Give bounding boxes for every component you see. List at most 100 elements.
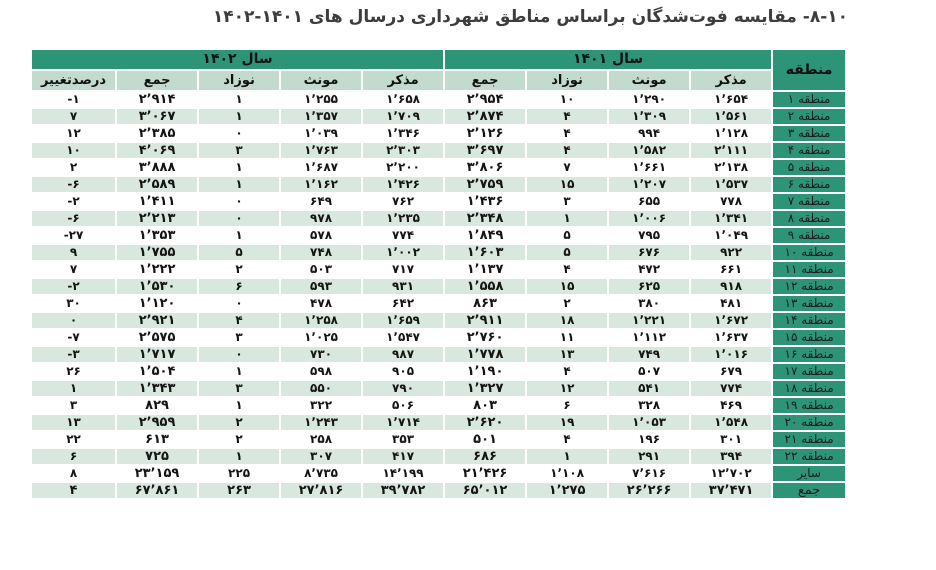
cell-y1401-male: ۱٬۶۳۷ bbox=[689, 328, 774, 347]
cell-y1402-newborn: ۳ bbox=[197, 379, 282, 398]
cell-pct_change: ۷ bbox=[29, 107, 118, 126]
cell-y1402-male: ۱٬۳۴۶ bbox=[361, 124, 446, 143]
cell-y1401-male: ۹۲۲ bbox=[689, 243, 774, 262]
table-row: منطقه ۶ ۱٬۵۳۷ ۱٬۲۰۷ ۱۵ ۲٬۷۵۹ ۱٬۴۲۶ ۱٬۱۶۲ ۱ ۲٬۵۸۹… bbox=[29, 175, 848, 194]
cell-y1402-male: ۱٬۴۲۶ bbox=[361, 175, 446, 194]
region-label: منطقه ۱ bbox=[771, 90, 848, 109]
table-row: منطقه ۱۷ ۶۷۹ ۵۰۷ ۴ ۱٬۱۹۰ ۹۰۵ ۵۹۸ ۱ ۱٬۵۰۴ ۲۶ bbox=[29, 362, 848, 381]
cell-y1401-total: ۲٬۹۵۴ bbox=[443, 90, 528, 109]
cell-y1402-newborn: ۱ bbox=[197, 226, 282, 245]
cell-y1401-total: ۱٬۳۲۷ bbox=[443, 379, 528, 398]
cell-y1402-newborn: ۶ bbox=[197, 277, 282, 296]
cell-y1402-total: ۱٬۱۲۰ bbox=[115, 294, 200, 313]
cell-pct_change: ۷ bbox=[29, 260, 118, 279]
cell-y1402-newborn: ۰ bbox=[197, 124, 282, 143]
cell-y1401-newborn: ۱۸ bbox=[525, 311, 610, 330]
table-row: منطقه ۷ ۷۷۸ ۶۵۵ ۳ ۱٬۴۳۶ ۷۶۲ ۶۴۹ ۰ ۱٬۴۱۱ -۲ bbox=[29, 192, 848, 211]
cell-y1401-total: ۱٬۶۰۳ bbox=[443, 243, 528, 262]
cell-y1402-male: ۴۱۷ bbox=[361, 447, 446, 466]
cell-y1401-newborn: ۴ bbox=[525, 107, 610, 126]
cell-y1402-total: ۸۲۹ bbox=[115, 396, 200, 415]
table-row: منطقه ۲۰ ۱٬۵۴۸ ۱٬۰۵۳ ۱۹ ۲٬۶۲۰ ۱٬۷۱۴ ۱٬۲۴۳ ۲ ۲٬۹۵… bbox=[29, 413, 848, 432]
cell-pct_change: ۹ bbox=[29, 243, 118, 262]
cell-y1401-female: ۱٬۰۵۳ bbox=[607, 413, 692, 432]
cell-y1402-newborn: ۳ bbox=[197, 141, 282, 160]
cell-y1401-total: ۲٬۸۷۴ bbox=[443, 107, 528, 126]
region-label: منطقه ۱۸ bbox=[771, 379, 848, 398]
cell-y1402-male: ۵۰۶ bbox=[361, 396, 446, 415]
cell-y1401-male: ۱۲٬۷۰۲ bbox=[689, 464, 774, 483]
region-label: منطقه ۱۰ bbox=[771, 243, 848, 262]
cell-y1402-female: ۱٬۶۸۷ bbox=[279, 158, 364, 177]
cell-y1401-total: ۱٬۸۴۹ bbox=[443, 226, 528, 245]
cell-y1402-total: ۲٬۹۲۱ bbox=[115, 311, 200, 330]
region-label: منطقه ۲۱ bbox=[771, 430, 848, 449]
cell-y1402-total: ۲٬۹۵۹ bbox=[115, 413, 200, 432]
cell-y1401-female: ۶۲۵ bbox=[607, 277, 692, 296]
cell-y1401-female: ۱٬۳۰۹ bbox=[607, 107, 692, 126]
cell-y1401-female: ۱٬۶۶۱ bbox=[607, 158, 692, 177]
cell-y1401-male: ۲٬۱۳۸ bbox=[689, 158, 774, 177]
cell-pct_change: ۸ bbox=[29, 464, 118, 483]
cell-y1401-total: ۲٬۹۱۱ bbox=[443, 311, 528, 330]
cell-y1401-male: ۱٬۰۱۶ bbox=[689, 345, 774, 364]
cell-pct_change: -۲ bbox=[29, 277, 118, 296]
cell-y1401-newborn: ۴ bbox=[525, 260, 610, 279]
region-label: منطقه ۹ bbox=[771, 226, 848, 245]
cell-pct_change: ۲۶ bbox=[29, 362, 118, 381]
cell-y1401-newborn: ۵ bbox=[525, 243, 610, 262]
cell-y1402-male: ۷۹۰ bbox=[361, 379, 446, 398]
cell-y1401-male: ۱٬۵۳۷ bbox=[689, 175, 774, 194]
cell-y1401-male: ۱٬۶۷۲ bbox=[689, 311, 774, 330]
region-label: منطقه ۱۹ bbox=[771, 396, 848, 415]
cell-pct_change: ۶ bbox=[29, 447, 118, 466]
cell-y1402-male: ۳۵۳ bbox=[361, 430, 446, 449]
cell-y1402-female: ۲۷٬۸۱۶ bbox=[279, 481, 364, 500]
table-row: منطقه ۱۲ ۹۱۸ ۶۲۵ ۱۵ ۱٬۵۵۸ ۹۳۱ ۵۹۳ ۶ ۱٬۵۳۰ -۲ bbox=[29, 277, 848, 296]
cell-y1402-total: ۴٬۰۶۹ bbox=[115, 141, 200, 160]
cell-y1401-newborn: ۵ bbox=[525, 226, 610, 245]
cell-y1401-newborn: ۴ bbox=[525, 430, 610, 449]
cell-y1401-newborn: ۱٬۲۷۵ bbox=[525, 481, 610, 500]
cell-y1401-newborn: ۷ bbox=[525, 158, 610, 177]
cell-y1402-female: ۵۰۳ bbox=[279, 260, 364, 279]
cell-y1402-female: ۵۵۰ bbox=[279, 379, 364, 398]
cell-y1401-total: ۲٬۷۵۹ bbox=[443, 175, 528, 194]
cell-y1401-male: ۱٬۳۴۱ bbox=[689, 209, 774, 228]
cell-y1402-total: ۶۷٬۸۶۱ bbox=[115, 481, 200, 500]
region-label: منطقه ۴ bbox=[771, 141, 848, 160]
cell-y1402-newborn: ۱ bbox=[197, 90, 282, 109]
cell-y1401-male: ۱٬۵۶۱ bbox=[689, 107, 774, 126]
cell-y1401-newborn: ۴ bbox=[525, 124, 610, 143]
cell-y1401-total: ۲٬۶۲۰ bbox=[443, 413, 528, 432]
cell-y1402-female: ۱٬۷۶۳ bbox=[279, 141, 364, 160]
cell-y1401-newborn: ۱۹ bbox=[525, 413, 610, 432]
cell-y1401-male: ۳۹۴ bbox=[689, 447, 774, 466]
cell-y1402-total: ۱٬۷۱۷ bbox=[115, 345, 200, 364]
cell-y1401-male: ۳۷٬۴۷۱ bbox=[689, 481, 774, 500]
cell-y1401-female: ۱٬۲۰۷ bbox=[607, 175, 692, 194]
table-row: منطقه ۲۱ ۳۰۱ ۱۹۶ ۴ ۵۰۱ ۳۵۳ ۲۵۸ ۲ ۶۱۳ ۲۲ bbox=[29, 430, 848, 449]
cell-y1402-male: ۶۴۲ bbox=[361, 294, 446, 313]
cell-pct_change: -۷ bbox=[29, 328, 118, 347]
cell-y1402-female: ۶۴۹ bbox=[279, 192, 364, 211]
table-row: منطقه ۱۴ ۱٬۶۷۲ ۱٬۲۲۱ ۱۸ ۲٬۹۱۱ ۱٬۶۵۹ ۱٬۲۵۸ ۴ ۲٬۹۲… bbox=[29, 311, 848, 330]
cell-y1402-male: ۲٬۳۰۳ bbox=[361, 141, 446, 160]
cell-y1402-female: ۱٬۰۳۹ bbox=[279, 124, 364, 143]
cell-y1402-newborn: ۵ bbox=[197, 243, 282, 262]
header-total-1401: جمع bbox=[443, 69, 528, 92]
cell-y1401-newborn: ۱۵ bbox=[525, 175, 610, 194]
cell-y1402-newborn: ۴ bbox=[197, 311, 282, 330]
cell-pct_change: -۳ bbox=[29, 345, 118, 364]
page-title: ۸-۱۰- مقایسه فوت‌شدگان براساس مناطق شهرد… bbox=[212, 7, 848, 27]
header-newborn-1401: نوزاد bbox=[525, 69, 610, 92]
cell-y1402-total: ۲٬۳۸۵ bbox=[115, 124, 200, 143]
cell-pct_change: ۱۰ bbox=[29, 141, 118, 160]
cell-pct_change: ۳۰ bbox=[29, 294, 118, 313]
cell-y1402-female: ۵۹۳ bbox=[279, 277, 364, 296]
table-body: منطقه ۱ ۱٬۶۵۴ ۱٬۲۹۰ ۱۰ ۲٬۹۵۴ ۱٬۶۵۸ ۱٬۲۵۵ ۱ ۲٬۹۱۴… bbox=[29, 90, 848, 500]
cell-y1401-newborn: ۱۲ bbox=[525, 379, 610, 398]
cell-y1402-newborn: ۱ bbox=[197, 396, 282, 415]
cell-y1401-total: ۶۸۶ bbox=[443, 447, 528, 466]
cell-y1401-female: ۲۶٬۲۶۶ bbox=[607, 481, 692, 500]
